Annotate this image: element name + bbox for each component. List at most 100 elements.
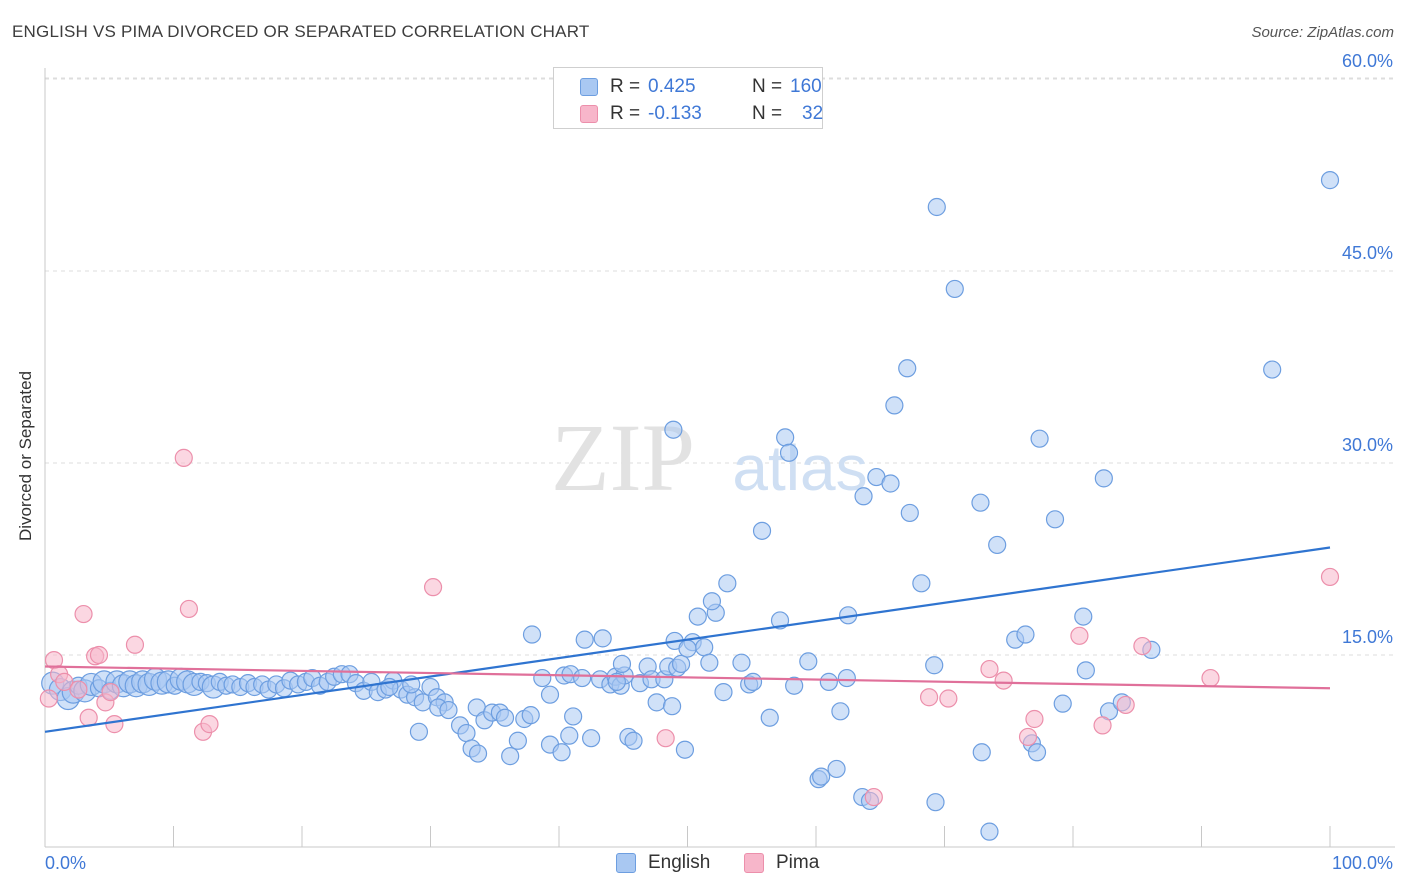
english-point: [718, 574, 737, 593]
english-point: [675, 740, 695, 759]
english-point: [945, 279, 964, 299]
english-point: [564, 707, 583, 726]
english-point: [671, 654, 691, 674]
english-point: [1016, 625, 1035, 644]
pima-point: [89, 645, 109, 665]
pima-n-label: N =: [752, 103, 783, 124]
english-point: [760, 708, 779, 727]
english-point: [900, 503, 919, 523]
pima-point: [656, 729, 675, 748]
english-point: [881, 474, 900, 493]
english-point: [1027, 743, 1047, 762]
english-point: [533, 668, 552, 688]
pima-r-label: R =: [610, 103, 641, 124]
english-point: [664, 420, 683, 439]
english-point: [885, 396, 904, 415]
english-point: [988, 535, 1007, 555]
english-point: [702, 592, 722, 611]
english-point: [522, 625, 542, 644]
english-legend-swatch: [616, 853, 636, 873]
pima-point: [1320, 567, 1340, 587]
english-point: [409, 722, 429, 741]
english-point: [700, 653, 719, 672]
english-point: [688, 607, 707, 626]
english-n-value: 160: [790, 76, 822, 97]
pima-point: [69, 680, 88, 699]
english-point: [695, 638, 714, 657]
english-point: [831, 702, 850, 721]
source-credit: Source: ZipAtlas.com: [1251, 24, 1394, 41]
pima-point: [105, 715, 124, 734]
english-point: [1074, 607, 1093, 626]
english-point: [593, 629, 612, 648]
english-point: [495, 708, 515, 727]
axes: [44, 68, 1395, 848]
data-points: [39, 171, 1340, 841]
english-point: [439, 700, 458, 720]
english-point: [501, 747, 520, 766]
english-point: [552, 743, 571, 762]
english-point: [573, 668, 592, 688]
english-point: [926, 793, 945, 812]
english-point: [612, 654, 632, 674]
english-point: [837, 668, 856, 688]
english-point: [1320, 171, 1340, 190]
y-tick-label: 60.0%: [1342, 51, 1393, 71]
english-n-label: N =: [752, 76, 783, 97]
pima-point: [179, 599, 199, 619]
pima-point: [200, 715, 219, 734]
english-point: [1076, 661, 1095, 680]
english-point: [1263, 360, 1282, 379]
english-point: [508, 731, 527, 750]
english-point: [678, 639, 697, 658]
watermark: ZIP atlas: [551, 404, 868, 511]
english-point: [1094, 469, 1113, 488]
english-point: [607, 672, 626, 691]
english-point: [743, 672, 763, 691]
pima-point: [919, 688, 939, 707]
pima-point: [1093, 716, 1112, 735]
english-point: [714, 683, 733, 702]
english-r-value: 0.425: [648, 76, 696, 97]
pima-point: [1201, 668, 1220, 688]
pima-swatch: [580, 105, 598, 123]
english-point: [647, 693, 666, 712]
pima-point: [980, 659, 999, 679]
english-point: [827, 759, 846, 779]
pima-point: [1070, 626, 1089, 645]
english-point: [540, 685, 560, 704]
pima-point: [994, 671, 1013, 690]
english-point: [776, 428, 795, 447]
english-point: [457, 723, 476, 743]
english-swatch: [580, 78, 598, 96]
pima-point: [74, 604, 93, 624]
english-point: [1053, 694, 1072, 713]
y-axis-label: Divorced or Separated: [16, 370, 35, 542]
watermark-zip: ZIP: [551, 404, 695, 511]
english-point: [582, 729, 601, 748]
english-point: [927, 197, 946, 217]
pima-legend-label: Pima: [776, 852, 820, 873]
pima-point: [939, 689, 958, 708]
pima-point: [864, 787, 883, 807]
english-point: [732, 653, 751, 672]
chart-title: ENGLISH VS PIMA DIVORCED OR SEPARATED CO…: [12, 22, 590, 41]
x-tick-label-max: 100.0%: [1332, 853, 1393, 873]
y-tick-label: 15.0%: [1342, 627, 1393, 647]
english-point: [1030, 429, 1049, 448]
pima-point: [174, 448, 193, 467]
pima-point: [423, 578, 443, 597]
english-legend-label: English: [648, 852, 711, 873]
pima-point: [1025, 709, 1044, 729]
pima-point: [55, 672, 74, 691]
tick-labels: 15.0% 30.0% 45.0% 60.0% 0.0% 100.0%: [45, 51, 1393, 873]
english-trend-line: [44, 546, 1331, 733]
english-point: [854, 487, 873, 506]
english-point: [980, 822, 999, 841]
y-tick-label: 45.0%: [1342, 243, 1393, 263]
pima-point: [101, 683, 120, 702]
gridlines: [45, 77, 1395, 656]
english-point: [819, 672, 838, 691]
x-tick-label-min: 0.0%: [45, 853, 86, 873]
